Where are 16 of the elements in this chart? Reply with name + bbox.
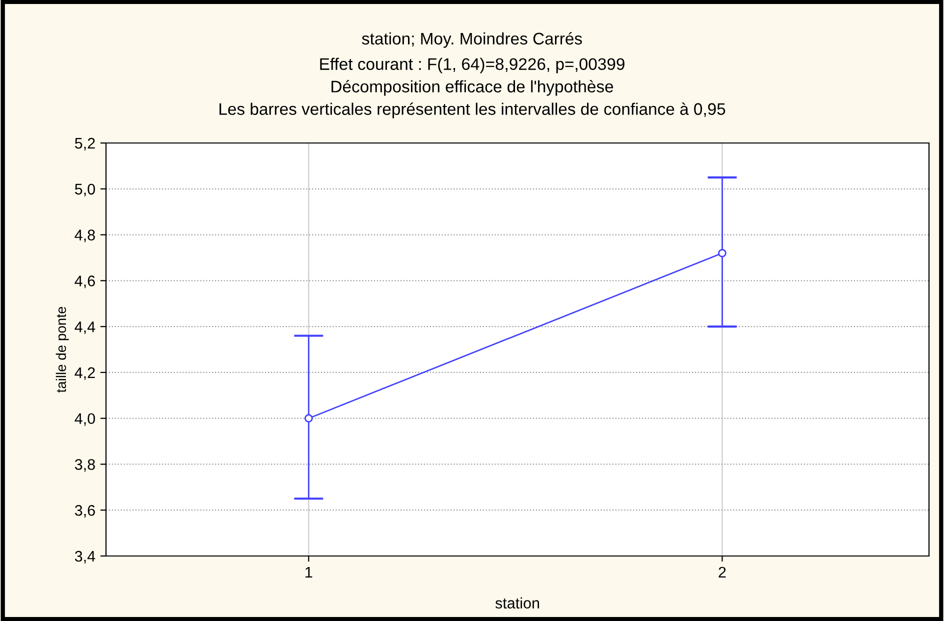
y-tick-label: 4,8	[74, 230, 95, 242]
y-tick-label: 5,0	[74, 184, 95, 196]
y-tick-label: 3,4	[74, 550, 96, 564]
x-tick-label: 2	[718, 566, 726, 578]
chart-subtitle: Effet courant : F(1, 64)=8,9226, p=,00399 Décomposition efficace de l'hypothèse Les barres verticales représentent les intervalles de confiance à 0,95	[220, 58, 726, 118]
y-axis-title: taille de ponte	[56, 306, 69, 393]
chart-title: station; Moy. Moindres Carrés	[362, 32, 582, 48]
y-tick-label: 3,8	[74, 459, 95, 472]
y-tick-label: 4,2	[74, 367, 95, 380]
x-tick-label: 1	[306, 566, 312, 578]
x-axis-title: station	[495, 597, 540, 609]
y-tick-label: 4,6	[74, 276, 95, 288]
y-tick-label: 4,4	[74, 322, 96, 334]
y-tick-label: 3,6	[74, 504, 95, 518]
y-tick-label: 4,0	[74, 413, 95, 426]
y-tick-label: 5,2	[74, 138, 95, 150]
